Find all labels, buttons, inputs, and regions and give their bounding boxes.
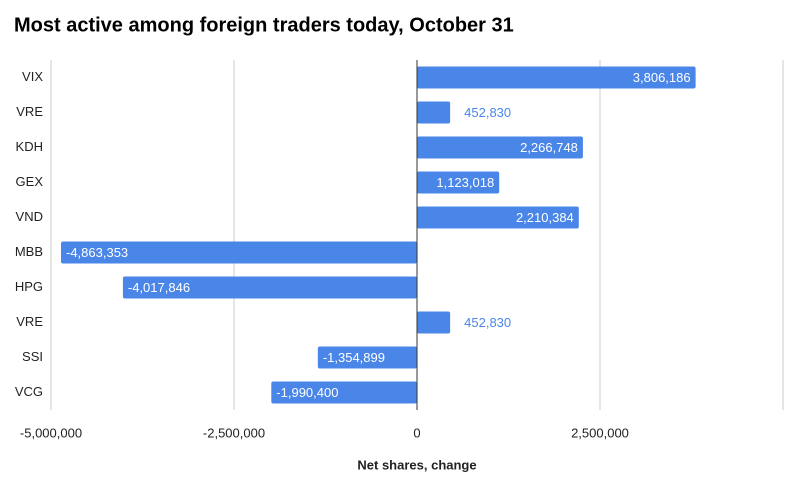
x-tick-label: -2,500,000 (203, 425, 265, 440)
y-tick-label: HPG (15, 279, 43, 294)
y-tick-label: SSI (22, 349, 43, 364)
y-tick-label: MBB (15, 244, 43, 259)
data-label: 2,210,384 (516, 210, 574, 225)
bar (61, 241, 417, 264)
data-label: 1,123,018 (436, 175, 494, 190)
bar (317, 346, 417, 369)
data-label: 452,830 (464, 315, 511, 330)
data-label: -1,354,899 (323, 350, 385, 365)
bar (271, 381, 417, 404)
data-label: 3,806,186 (633, 70, 691, 85)
y-tick-label: VRE (16, 314, 43, 329)
y-tick-label: KDH (16, 139, 43, 154)
chart-title: Most active among foreign traders today,… (14, 14, 514, 36)
data-label: 2,266,748 (520, 140, 578, 155)
bar (122, 276, 417, 299)
y-tick-label: VIX (22, 69, 43, 84)
x-tick-label: -5,000,000 (20, 425, 82, 440)
data-label: -4,017,846 (128, 280, 190, 295)
data-label: -1,990,400 (276, 385, 338, 400)
bar (417, 311, 451, 334)
data-label: -4,863,353 (66, 245, 128, 260)
x-tick-label: 2,500,000 (571, 425, 629, 440)
bar (417, 136, 583, 159)
y-tick-label: GEX (16, 174, 44, 189)
x-axis-title: Net shares, change (357, 457, 476, 472)
x-tick-label: 0 (413, 425, 420, 440)
bar (417, 206, 579, 229)
bar (417, 101, 451, 124)
bar (417, 66, 696, 89)
y-tick-label: VCG (15, 384, 43, 399)
y-tick-label: VND (16, 209, 43, 224)
data-label: 452,830 (464, 105, 511, 120)
bar (417, 171, 500, 194)
y-tick-label: VRE (16, 104, 43, 119)
